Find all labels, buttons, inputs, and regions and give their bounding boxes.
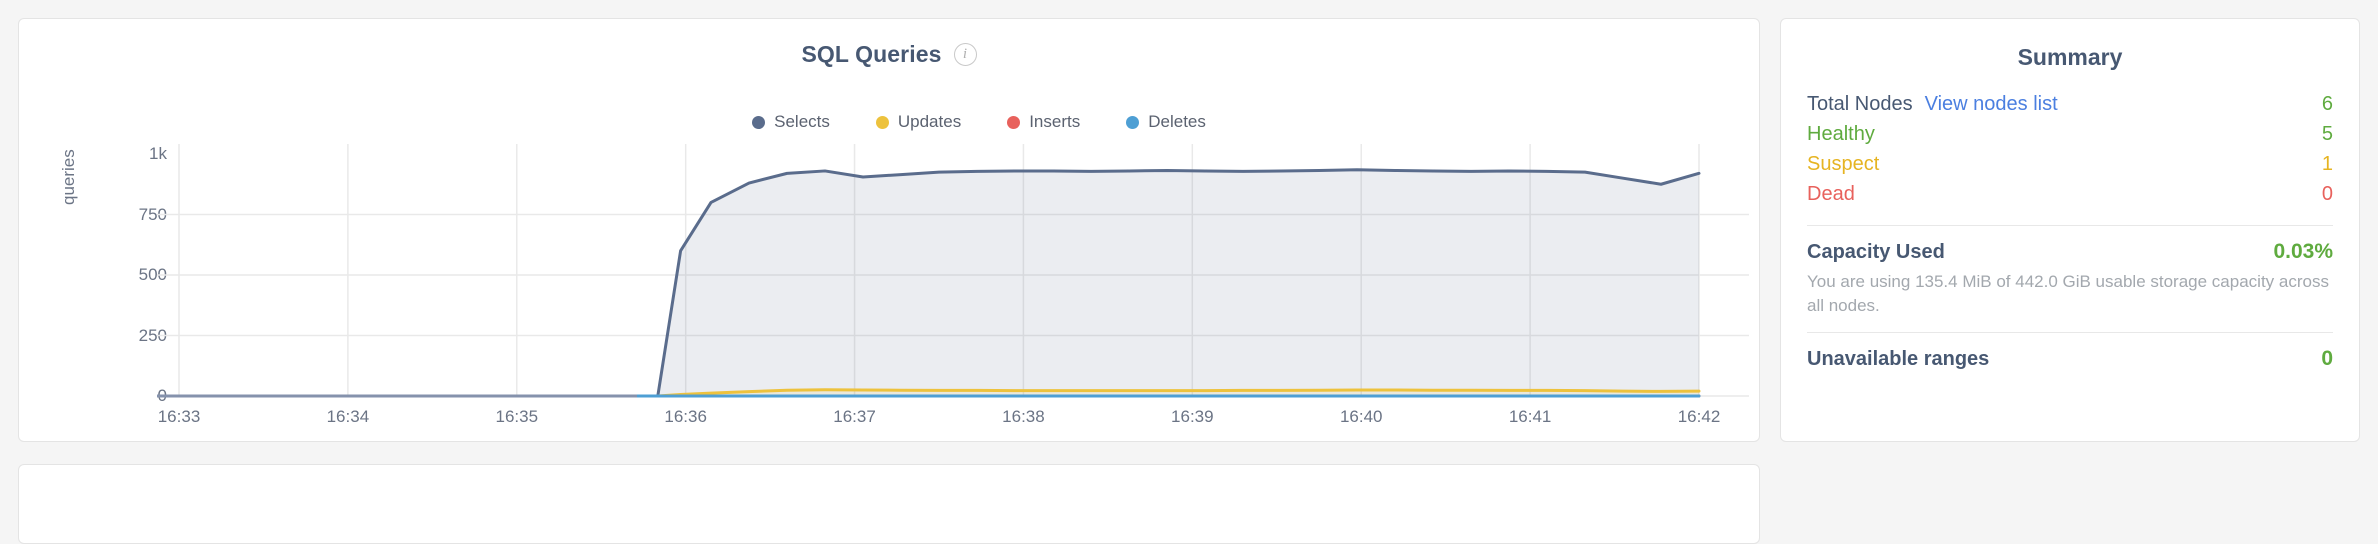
x-tick-label: 16:34 [326, 407, 370, 426]
legend-label: Selects [774, 112, 830, 131]
summary-value-capacity-used: 0.03% [2273, 240, 2333, 263]
legend-item-selects[interactable]: Selects [752, 112, 830, 132]
dashboard-page: SQL Queries i Selects Updates Inserts Delet… [18, 18, 2360, 544]
page-title: SQL Queries [801, 41, 942, 67]
y-tick-label: 250 [138, 325, 167, 345]
summary-row-unavailable-ranges: Unavailable ranges 0 [1807, 345, 2333, 375]
summary-label-suspect: Suspect [1807, 153, 1880, 175]
summary-value-healthy: 5 [2321, 123, 2333, 145]
divider [1807, 225, 2333, 226]
legend-swatch-icon [752, 115, 766, 129]
summary-value-suspect: 1 [2321, 153, 2333, 175]
summary-label-dead: Dead [1807, 183, 1855, 205]
summary-label-unavailable-ranges: Unavailable ranges [1807, 348, 1990, 371]
legend-label: Updates [897, 112, 962, 131]
y-tick-label: 750 [138, 204, 167, 224]
x-tick-label: 16:41 [1508, 407, 1552, 426]
chart-legend: Selects Updates Inserts Deletes [19, 112, 1759, 132]
summary-row-dead: Dead 0 [1807, 181, 2333, 211]
summary-body: Total Nodes View nodes list 6 Healthy 5 … [1807, 91, 2333, 375]
info-icon[interactable]: i [953, 43, 977, 66]
summary-value-unavailable-ranges: 0 [2321, 347, 2333, 371]
summary-row-healthy: Healthy 5 [1807, 121, 2333, 151]
legend-swatch-icon [875, 115, 889, 129]
plot-area: queries 02505007501k 16:3316:3416:3516:3… [19, 19, 1761, 443]
legend-item-inserts[interactable]: Inserts [1007, 112, 1080, 132]
summary-row-total-nodes: Total Nodes View nodes list 6 [1807, 91, 2333, 121]
x-tick-label: 16:35 [495, 407, 539, 426]
next-chart-card [18, 464, 1760, 544]
sql-queries-chart-card: SQL Queries i Selects Updates Inserts Delet… [18, 18, 1760, 442]
x-tick-label: 16:39 [1171, 407, 1214, 426]
summary-label-total-nodes: Total Nodes [1807, 93, 1913, 115]
summary-title: Summary [2017, 44, 2123, 70]
x-tick-label: 16:40 [1339, 407, 1383, 426]
legend-item-updates[interactable]: Updates [875, 112, 962, 132]
summary-value-dead: 0 [2321, 183, 2333, 205]
y-tick-label: 1k [149, 144, 167, 163]
view-nodes-list-link[interactable]: View nodes list [1924, 93, 2058, 115]
summary-row-suspect: Suspect 1 [1807, 151, 2333, 181]
x-tick-label: 16:42 [1677, 407, 1721, 426]
x-tick-label: 16:33 [157, 407, 201, 426]
series-updates [633, 388, 1701, 398]
summary-row-capacity-used: Capacity Used 0.03% [1807, 238, 2333, 268]
summary-value-total-nodes: 6 [2321, 93, 2333, 115]
x-tick-label: 16:36 [664, 407, 707, 426]
summary-card: Summary Total Nodes View nodes list 6 He… [1780, 18, 2360, 442]
chart-canvas[interactable] [19, 19, 1761, 443]
legend-label: Deletes [1148, 112, 1206, 131]
divider [1807, 332, 2333, 334]
chart-header: SQL Queries i [19, 41, 1759, 68]
legend-swatch-icon [1126, 115, 1140, 129]
x-tick-label: 16:38 [1002, 407, 1045, 426]
legend-swatch-icon [1007, 115, 1021, 129]
summary-label-healthy: Healthy [1807, 123, 1875, 145]
y-tick-label: 500 [138, 265, 167, 284]
legend-item-deletes[interactable]: Deletes [1126, 112, 1206, 132]
legend-label: Inserts [1029, 112, 1081, 131]
capacity-description: You are using 135.4 MiB of 442.0 GiB usa… [1807, 272, 2329, 316]
x-tick-label: 16:37 [833, 407, 876, 426]
series-selects [633, 168, 1701, 398]
summary-label-capacity-used: Capacity Used [1807, 241, 1945, 263]
